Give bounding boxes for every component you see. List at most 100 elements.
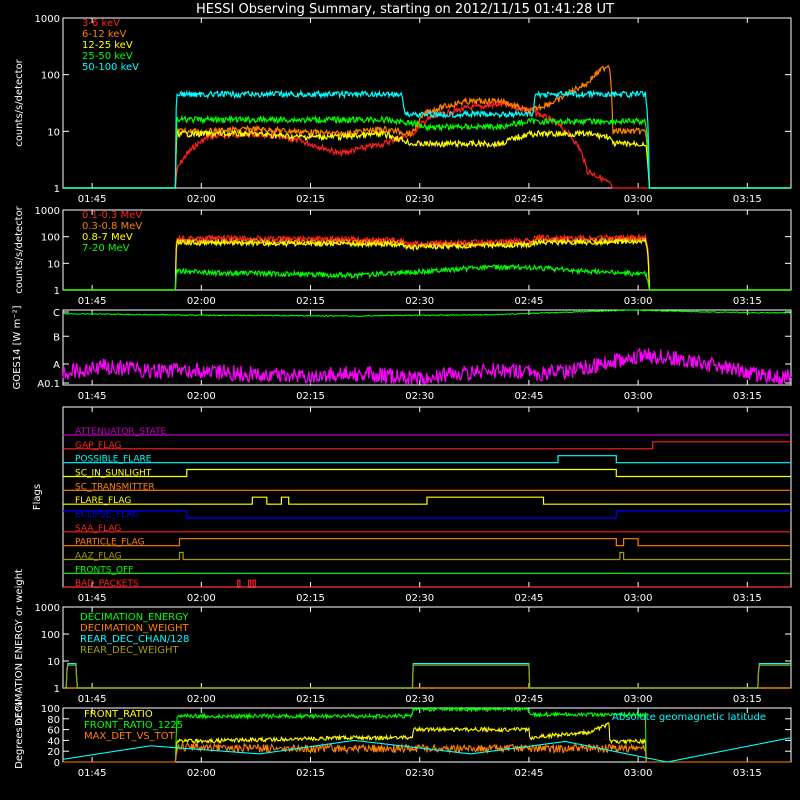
legend-item-1: 6-12 keV [82, 29, 126, 40]
legend-item-3: REAR_DEC_WEIGHT [80, 645, 179, 656]
x-tick-label: 01:45 [78, 694, 107, 705]
x-tick-label: 02:15 [296, 194, 325, 205]
y-axis-label: GOES14 [W m⁻²] [12, 305, 23, 389]
legend-item-2: MAX_DET_VS_TOT [84, 731, 176, 742]
series-line-3 [62, 737, 792, 763]
y-axis-label: counts/s/detector [14, 205, 25, 293]
flag-line [63, 468, 791, 478]
legend-item-2: 0.8-7 MeV [82, 232, 133, 243]
x-tick-label: 03:00 [624, 694, 653, 705]
y-tick-label: 0 [54, 758, 60, 769]
x-tick-label: 03:15 [733, 593, 762, 604]
legend-item-3: 7-20 MeV [82, 243, 130, 254]
flag-line [63, 441, 791, 450]
y-tick-label: 10 [47, 127, 60, 138]
y-tick-label: B [53, 332, 60, 343]
y-tick-label: 100 [41, 71, 60, 82]
legend-item-4: 50-100 keV [82, 62, 139, 73]
y-tick-label: 80 [47, 715, 60, 726]
y-tick-label: 1000 [35, 14, 60, 25]
x-tick-label: 01:45 [78, 194, 107, 205]
series-line-2 [63, 663, 791, 689]
series-line-3 [63, 114, 791, 189]
x-tick-label: 02:00 [187, 391, 216, 402]
x-tick-label: 02:15 [296, 391, 325, 402]
series-line-2 [63, 129, 791, 189]
x-tick-label: 03:15 [733, 768, 762, 779]
y-tick-label: A [53, 360, 60, 371]
y-axis-label: DECIMATION ENERGY or weight [14, 569, 25, 726]
x-tick-label: 02:00 [187, 296, 216, 307]
x-tick-label: 02:45 [515, 391, 544, 402]
flag-label: PARTICLE_FLAG [75, 538, 145, 548]
flag-line [63, 551, 791, 561]
x-tick-label: 02:30 [405, 194, 434, 205]
x-tick-label: 03:00 [624, 768, 653, 779]
series-line-3 [63, 263, 791, 291]
y-tick-label: 1 [54, 184, 60, 195]
annotation-label: Absolute geomagnetic latitude [612, 712, 766, 723]
flag-label: SC_TRANSMITTER [75, 482, 155, 492]
x-tick-label: 02:15 [296, 694, 325, 705]
x-tick-label: 02:00 [187, 694, 216, 705]
legend-item-3: 25-50 keV [82, 51, 133, 62]
y-axis-label: counts/s/detector [14, 58, 25, 146]
y-axis-label: Flags [32, 484, 43, 510]
flag-label: POSSIBLE_FLARE [75, 455, 152, 465]
series-line-3 [63, 664, 791, 689]
flag-label: FRONTS_OFF [75, 565, 133, 575]
legend-item-0: DECIMATION_ENERGY [80, 612, 189, 623]
x-tick-label: 02:45 [515, 694, 544, 705]
x-tick-label: 02:30 [405, 391, 434, 402]
flag-label: AAZ_FLAG [75, 552, 122, 562]
x-tick-label: 02:45 [515, 593, 544, 604]
legend-item-1: 0.3-0.8 MeV [82, 221, 142, 232]
y-tick-label: 40 [47, 736, 60, 747]
x-tick-label: 02:45 [515, 768, 544, 779]
y-axis-label: Degrees or % [14, 701, 25, 769]
series-line-1 [62, 347, 792, 386]
x-tick-label: 02:45 [515, 296, 544, 307]
panel-frame-3 [62, 309, 792, 386]
series-line-0 [63, 232, 791, 291]
flag-line [63, 538, 791, 547]
x-tick-label: 01:45 [78, 296, 107, 307]
flag-line [63, 510, 791, 519]
legend-item-2: 12-25 keV [82, 40, 133, 51]
flag-label: GAP_FLAG [75, 441, 121, 451]
flag-label: SC_IN_SUNLIGHT [75, 469, 152, 479]
panel-frame-6 [62, 707, 792, 763]
x-tick-label: 03:00 [624, 391, 653, 402]
flag-label: ATTENUATOR_STATE [75, 427, 167, 437]
series-line-2 [63, 237, 791, 291]
y-tick-label: 100 [41, 630, 60, 641]
flag-line [63, 496, 791, 505]
y-tick-label: 100 [41, 233, 60, 244]
x-tick-label: 02:00 [187, 768, 216, 779]
x-tick-label: 01:45 [78, 768, 107, 779]
x-tick-label: 02:15 [296, 768, 325, 779]
x-tick-label: 02:30 [405, 296, 434, 307]
y-tick-label: 1000 [35, 206, 60, 217]
y-tick-label: 60 [47, 726, 60, 737]
flag-label: FLARE_FLAG [75, 496, 131, 506]
y-tick-label: 20 [47, 747, 60, 758]
x-tick-label: 02:15 [296, 296, 325, 307]
x-tick-label: 02:45 [515, 194, 544, 205]
flag-line [63, 455, 791, 464]
x-tick-label: 02:00 [187, 593, 216, 604]
x-tick-label: 02:00 [187, 194, 216, 205]
x-tick-label: 03:15 [733, 694, 762, 705]
x-tick-label: 02:30 [405, 768, 434, 779]
panel-frame-2 [62, 209, 792, 291]
x-tick-label: 03:00 [624, 593, 653, 604]
flag-line [63, 579, 791, 588]
legend-item-0: 3-6 keV [82, 18, 120, 29]
y-tick-label: A0.1 [37, 379, 60, 390]
y-tick-label: 10 [47, 259, 60, 270]
y-tick-label: 1 [54, 684, 60, 695]
y-tick-label: C [53, 308, 60, 319]
y-tick-label: 1000 [35, 603, 60, 614]
x-tick-label: 02:15 [296, 593, 325, 604]
